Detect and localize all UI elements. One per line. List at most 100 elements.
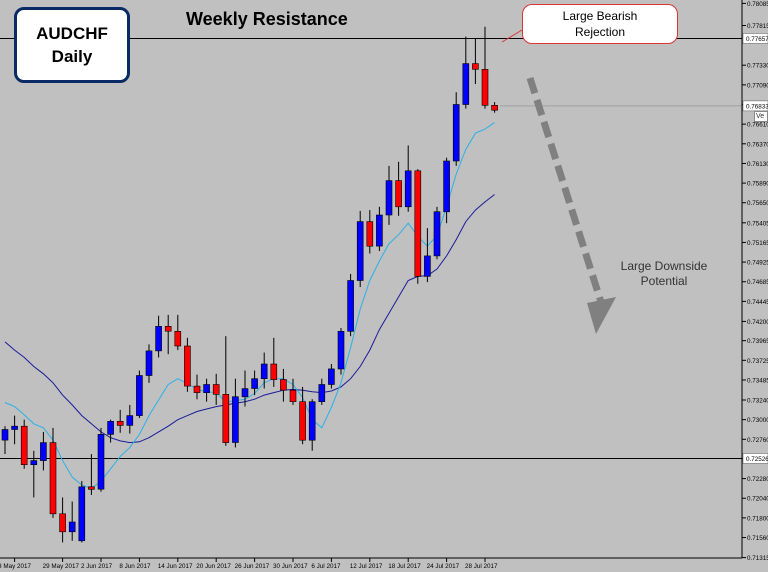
candle-body [222,393,230,443]
y-tick-label: 0.74925 [747,260,768,267]
y-tick-label: 0.73725 [747,358,768,365]
symbol-label: AUDCHF [36,24,108,43]
y-tick-label: 0.73000 [747,417,768,424]
y-tick-label: 0.72280 [747,476,768,483]
y-tick-label: 0.73485 [747,377,768,384]
y-tick-label: 0.72760 [747,437,768,444]
candle-body [145,350,153,376]
bearish-rejection-callout: Large Bearish Rejection [522,4,678,44]
candle-body [433,211,441,257]
candle-body [260,363,268,379]
timeframe-label: Daily [51,47,93,66]
candle-body [280,379,287,391]
candle-body [366,221,374,247]
downside-arrow-shaft [526,76,605,304]
symbol-title-box: AUDCHF Daily [14,7,130,83]
candle-body [203,384,210,393]
candle-body [318,384,326,403]
y-tick-label: 0.77815 [747,23,768,30]
candle-body [174,330,182,347]
y-tick-label: 0.76610 [747,122,768,129]
price-label-box [742,33,768,44]
candle-body [116,420,124,426]
price-label: 0.76833 [746,103,768,110]
y-tick-label: 0.74200 [747,319,768,326]
y-tick-label: 0.71560 [747,535,768,542]
callout-line-1: Large Bearish [562,9,638,23]
price-tag-box: Ve [754,111,768,122]
x-tick-label: 12 Jul 2017 [350,563,383,570]
candle-body [385,180,393,216]
y-tick-label: 0.76130 [747,161,768,168]
y-tick-label: 0.73240 [747,398,768,405]
candle-body [78,486,86,542]
y-tick-label: 0.75165 [747,240,768,247]
candle-body [308,401,316,441]
x-tick-label: 26 Jun 2017 [235,563,270,570]
candle-body [443,160,450,213]
candle-body [395,180,402,208]
price-label: 0.77657 [746,36,768,43]
candle-body [347,280,354,332]
candle-body [491,105,498,111]
x-tick-label: 2 Jun 2017 [81,563,113,570]
y-tick-label: 0.72040 [747,496,768,503]
y-tick-label: 0.74445 [747,299,768,306]
candle-body [49,442,57,515]
x-tick-label: 8 Jun 2017 [119,563,151,570]
x-tick-label: 23 May 2017 [0,563,32,570]
candle-body [299,401,306,441]
price-label-box [742,453,768,464]
note-line-1: Large Downside [620,259,708,273]
candle-body [193,385,201,393]
x-tick-label: 6 Jul 2017 [311,563,341,570]
candle-body [251,378,258,389]
candle-body [107,420,114,435]
y-tick-label: 0.73965 [747,338,768,345]
candle-body [1,429,9,441]
y-tick-label: 0.77330 [747,63,768,70]
candle-body [126,415,134,426]
y-tick-label: 0.75405 [747,220,768,227]
candle-body [59,513,66,533]
y-tick-label: 0.76370 [747,141,768,148]
candle-body [404,170,412,208]
x-tick-label: 24 Jul 2017 [427,563,460,570]
price-label: 0.72526 [746,456,768,463]
weekly-resistance-label: Weekly Resistance [186,9,348,29]
callout-line-2: Rejection [574,25,626,39]
candle-body [212,384,220,395]
candle-body [481,69,489,106]
downside-potential-note: Large Downside Potential [606,259,722,289]
candle-body [232,396,239,443]
y-tick-label: 0.77090 [747,82,768,89]
x-tick-label: 20 Jun 2017 [196,563,231,570]
candle-body [270,363,278,380]
y-tick-label: 0.71315 [747,555,768,562]
candle-body [328,368,335,385]
x-tick-label: 28 Jul 2017 [465,563,498,570]
y-tick-label: 0.78085 [747,1,768,8]
candle-body [414,170,422,277]
candle-body [356,221,364,281]
y-tick-label: 0.75650 [747,200,768,207]
candle-body [241,388,249,398]
note-line-2: Potential [640,274,688,288]
candle-body [337,330,345,370]
candle-body [68,521,76,533]
candle-body [184,345,191,387]
candle-body [289,389,297,403]
candle-body [462,63,470,105]
candle-body [164,325,172,332]
candle-body [452,104,460,162]
callout-pointer [501,29,523,43]
candle-body [472,63,479,70]
downside-arrow-head [587,297,616,334]
y-tick-label: 0.74685 [747,279,768,286]
price-label-box [742,100,768,112]
candle-body [155,325,162,352]
candle-body [11,425,18,430]
candle-body [424,255,431,277]
x-tick-label: 14 Jun 2017 [158,563,193,570]
